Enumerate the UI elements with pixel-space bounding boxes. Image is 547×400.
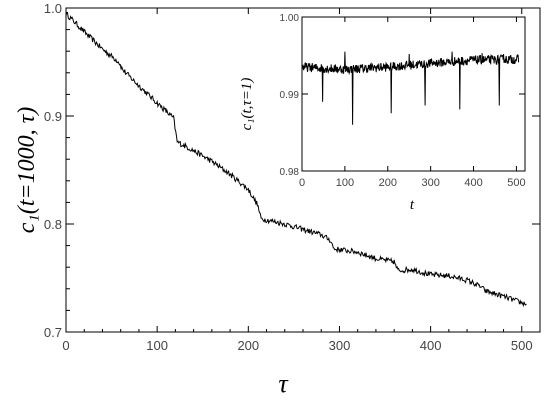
main-y-axis-label: c₁(t=1000, τ)	[14, 107, 40, 233]
inset-x-tick-label: 300	[421, 177, 439, 189]
main-x-tick-label: 500	[511, 338, 533, 353]
main-x-tick-label: 200	[237, 338, 259, 353]
main-x-axis-label: τ	[278, 369, 289, 398]
inset-x-tick-label: 0	[299, 177, 305, 189]
inset-y-tick-label: 1.00	[280, 13, 300, 24]
inset-x-tick-label: 200	[379, 177, 397, 189]
main-x-tick-label: 400	[420, 338, 442, 353]
inset-y-axis-label: c₁(t,τ=1)	[239, 78, 255, 131]
inset-x-axis-label: t	[410, 197, 415, 213]
main-series-line	[65, 11, 527, 308]
inset-series-line	[301, 51, 520, 125]
inset-x-tick-label: 100	[336, 177, 354, 189]
inset-x-tick-label: 500	[507, 177, 525, 189]
main-x-tick-label: 0	[62, 338, 69, 353]
main-x-tick-label: 300	[329, 338, 351, 353]
main-y-tick-label: 0.8	[44, 217, 62, 232]
inset-y-tick-label: 0.98	[280, 167, 300, 178]
main-y-tick-label: 0.7	[44, 325, 62, 340]
main-y-tick-label: 0.9	[44, 109, 62, 124]
inset-x-tick-label: 400	[464, 177, 482, 189]
main-y-tick-label: 1.0	[44, 1, 62, 16]
main-x-tick-label: 100	[146, 338, 168, 353]
inset-axes: 0 100 200 300 400 500 0.98 0.99 1.00	[280, 13, 526, 189]
inset-y-tick-label: 0.99	[280, 90, 300, 101]
inset-background	[302, 17, 525, 171]
main-axes: 0 100 200 300 400 500 0.7 0.8 0.9 1.0	[44, 1, 541, 353]
